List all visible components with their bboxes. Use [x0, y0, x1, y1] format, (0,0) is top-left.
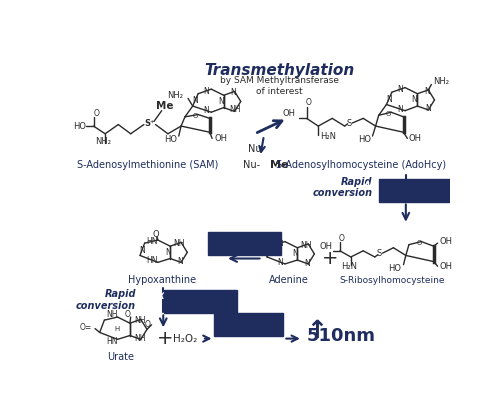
- Text: NH: NH: [106, 310, 118, 319]
- Text: O: O: [305, 99, 311, 108]
- Text: N: N: [278, 258, 283, 267]
- Text: HN: HN: [146, 256, 158, 265]
- Text: Transmethylation: Transmethylation: [204, 63, 354, 78]
- Text: Rapid
conversion: Rapid conversion: [76, 289, 136, 311]
- Text: Rapid
conversion: Rapid conversion: [312, 177, 372, 198]
- Text: N: N: [304, 258, 310, 267]
- Text: N: N: [292, 249, 298, 258]
- Text: N: N: [412, 95, 417, 104]
- Text: O: O: [192, 113, 198, 119]
- Text: Nu-: Nu-: [243, 160, 260, 170]
- Text: N: N: [203, 106, 209, 115]
- Text: N: N: [278, 238, 283, 247]
- FancyBboxPatch shape: [378, 179, 452, 202]
- Text: Hypoxanthine: Hypoxanthine: [128, 275, 196, 285]
- Text: HO: HO: [164, 135, 177, 144]
- Text: Xanthine Oxidase
(EC 1.17.3.2): Xanthine Oxidase (EC 1.17.3.2): [158, 292, 244, 311]
- Text: Urate: Urate: [107, 352, 134, 362]
- Text: S-Adenosylhomocysteine (AdoHcy): S-Adenosylhomocysteine (AdoHcy): [276, 160, 446, 170]
- Text: Adenine Deaminase
(EC 3.5.4.2): Adenine Deaminase (EC 3.5.4.2): [196, 234, 293, 253]
- Text: Me: Me: [156, 101, 174, 111]
- Text: OH: OH: [439, 237, 452, 246]
- FancyBboxPatch shape: [164, 290, 237, 313]
- Text: H₂O₂: H₂O₂: [173, 334, 197, 344]
- Text: NH: NH: [134, 334, 146, 343]
- Text: HO: HO: [388, 264, 401, 273]
- Text: N: N: [424, 87, 430, 96]
- Text: O: O: [145, 320, 150, 329]
- FancyBboxPatch shape: [214, 313, 284, 336]
- Text: N: N: [203, 87, 209, 96]
- Text: Nu: Nu: [248, 144, 262, 154]
- Text: S-Ribosylhomocysteine: S-Ribosylhomocysteine: [339, 276, 444, 285]
- Text: N: N: [178, 257, 183, 266]
- Text: S-Adenosylmethionine (SAM): S-Adenosylmethionine (SAM): [77, 160, 219, 170]
- Text: NH: NH: [229, 106, 240, 115]
- Text: S: S: [346, 119, 352, 128]
- Text: +: +: [156, 329, 173, 348]
- Text: N: N: [397, 85, 402, 94]
- Text: H₂N: H₂N: [341, 263, 357, 272]
- Text: O: O: [338, 234, 344, 243]
- Text: Colorimetric
Reagents: Colorimetric Reagents: [218, 315, 280, 335]
- Text: HN: HN: [106, 337, 118, 346]
- Text: O: O: [94, 109, 100, 118]
- Text: OH: OH: [282, 109, 296, 118]
- Text: NH₂: NH₂: [433, 77, 449, 86]
- Text: NH: NH: [134, 317, 146, 326]
- Text: HN: HN: [146, 237, 158, 246]
- Text: O: O: [124, 310, 130, 319]
- Text: O: O: [152, 230, 159, 239]
- Text: by SAM Methyltransferase
of interest: by SAM Methyltransferase of interest: [220, 76, 339, 96]
- Text: H₂N: H₂N: [320, 133, 336, 142]
- Text: N: N: [397, 105, 402, 114]
- Text: O: O: [416, 240, 422, 246]
- Text: OH: OH: [439, 262, 452, 271]
- Text: OH: OH: [214, 134, 228, 143]
- Text: HO: HO: [74, 121, 86, 130]
- Text: N: N: [426, 104, 431, 113]
- Text: S: S: [377, 249, 382, 258]
- Text: 510nm: 510nm: [307, 327, 376, 345]
- Text: N: N: [140, 245, 145, 254]
- Text: N: N: [266, 247, 272, 256]
- Text: OH: OH: [409, 134, 422, 143]
- Text: Adenine: Adenine: [269, 275, 308, 285]
- Text: HO: HO: [358, 135, 371, 144]
- Text: N: N: [192, 96, 198, 105]
- Text: NH: NH: [300, 241, 312, 250]
- Text: N: N: [230, 88, 236, 97]
- Text: NH: NH: [173, 239, 184, 248]
- Text: N: N: [165, 248, 171, 257]
- Text: N: N: [218, 97, 224, 106]
- Text: N: N: [386, 94, 392, 103]
- Text: O: O: [386, 111, 392, 117]
- Text: NH₂: NH₂: [95, 137, 111, 146]
- Text: Me: Me: [270, 160, 288, 170]
- Text: H: H: [114, 326, 119, 332]
- FancyBboxPatch shape: [208, 231, 281, 255]
- Text: OH: OH: [320, 242, 332, 251]
- Text: AdoHcy Nucleosidase
(EC 3.2.2.9): AdoHcy Nucleosidase (EC 3.2.2.9): [363, 181, 467, 200]
- Text: +: +: [322, 249, 338, 268]
- Text: NH₂: NH₂: [166, 91, 182, 100]
- Text: S⁺: S⁺: [144, 119, 154, 128]
- Text: NH₂: NH₂: [248, 238, 264, 247]
- Text: ↑: ↑: [306, 319, 327, 343]
- Text: O=: O=: [80, 324, 92, 333]
